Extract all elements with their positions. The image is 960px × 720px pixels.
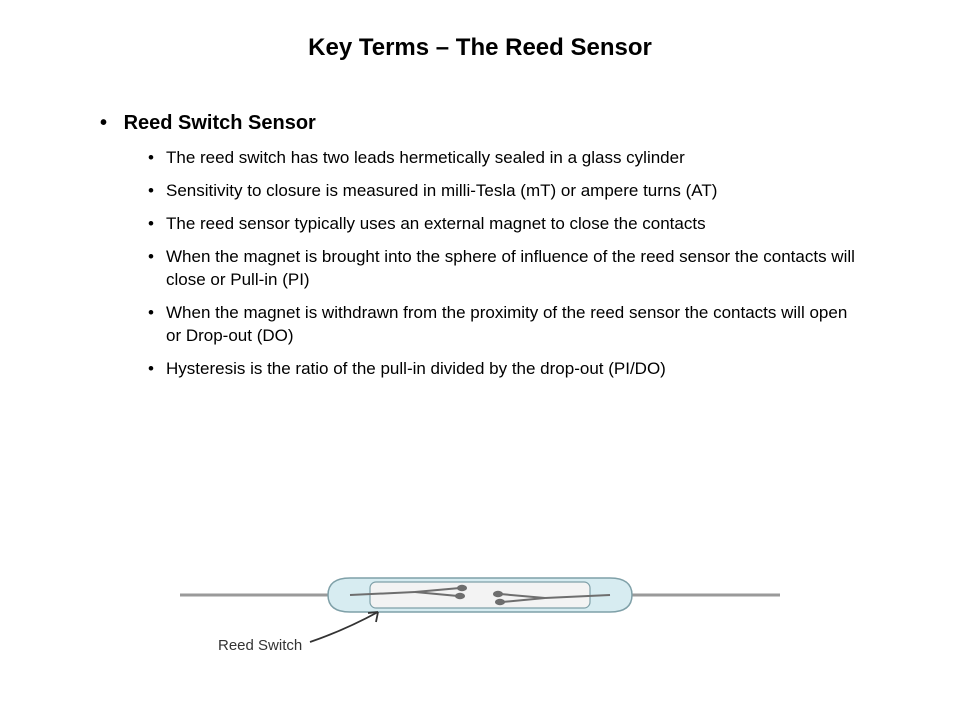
section-heading-row: • Reed Switch Sensor (100, 112, 900, 135)
reed-switch-diagram: Reed Switch (160, 550, 800, 670)
page-title: Key Terms – The Reed Sensor (60, 34, 900, 62)
inner-chamber (370, 582, 590, 608)
section-heading: Reed Switch Sensor (124, 112, 316, 134)
content-block: • Reed Switch Sensor The reed switch has… (60, 112, 900, 381)
list-item: Hysteresis is the ratio of the pull-in d… (148, 358, 860, 381)
diagram-container: Reed Switch (0, 550, 960, 670)
list-item: When the magnet is withdrawn from the pr… (148, 302, 860, 348)
slide: Key Terms – The Reed Sensor • Reed Switc… (0, 0, 960, 720)
list-item: The reed sensor typically uses an extern… (148, 213, 860, 236)
list-item: The reed switch has two leads hermetical… (148, 147, 860, 170)
list-item: Sensitivity to closure is measured in mi… (148, 180, 860, 203)
bullet-icon: • (100, 112, 118, 135)
list-item: When the magnet is brought into the sphe… (148, 246, 860, 292)
bullet-list: The reed switch has two leads hermetical… (100, 147, 900, 381)
arrow-icon (310, 612, 378, 642)
diagram-label: Reed Switch (218, 637, 302, 654)
